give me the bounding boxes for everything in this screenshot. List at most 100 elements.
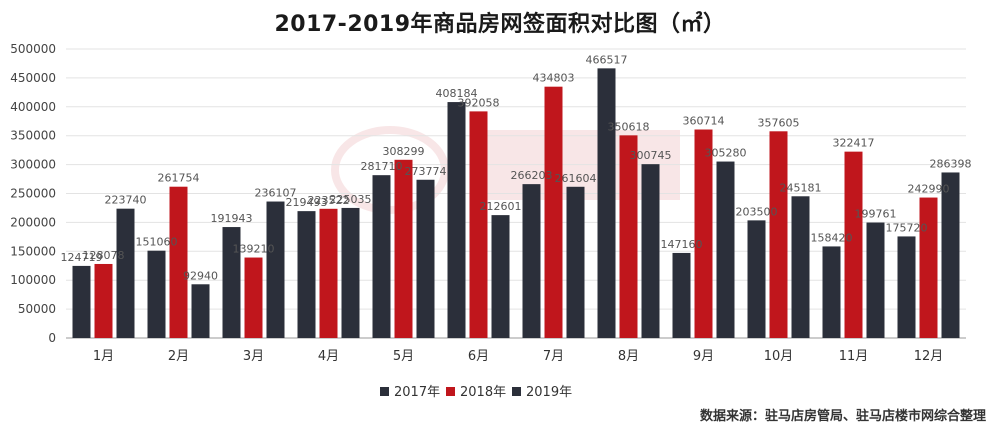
bar-2019年 — [116, 208, 135, 338]
data-label: 92940 — [183, 269, 218, 282]
data-label: 408184 — [436, 87, 478, 100]
x-tick-label: 6月 — [468, 349, 489, 364]
bar-2019年 — [491, 215, 510, 338]
bar-2017年 — [72, 265, 91, 338]
data-label: 151060 — [136, 236, 178, 249]
bar-2017年 — [297, 211, 316, 338]
bar-2018年 — [94, 263, 113, 338]
x-tick-label: 12月 — [914, 349, 944, 364]
data-label: 305280 — [705, 147, 747, 160]
data-label: 223740 — [105, 194, 147, 207]
x-axis-ticks: 1月 2月 3月 4月 5月 6月 7月 8月 9月 10月 11月 12月 — [93, 349, 943, 364]
data-label: 147160 — [661, 238, 703, 251]
data-label: 434803 — [533, 72, 575, 85]
data-label: 261604 — [555, 172, 597, 185]
legend: 2017年 2018年 2019年 — [380, 385, 572, 400]
bar-2017年 — [147, 250, 166, 338]
bar-2017年 — [372, 175, 391, 338]
bar-2018年 — [769, 131, 788, 338]
data-label: 261754 — [158, 172, 200, 185]
x-tick-label: 3月 — [243, 349, 264, 364]
bar-2018年 — [319, 208, 338, 338]
x-tick-label: 1月 — [93, 349, 114, 364]
data-label: 158420 — [811, 231, 853, 244]
data-label: 212601 — [480, 200, 522, 213]
data-label: 124719 — [61, 251, 103, 264]
data-label: 392058 — [458, 96, 500, 109]
data-label: 242990 — [908, 183, 950, 196]
x-tick-label: 8月 — [618, 349, 639, 364]
legend-label: 2017年 — [394, 385, 440, 400]
bar-2018年 — [244, 257, 263, 338]
x-tick-label: 10月 — [764, 349, 794, 364]
data-label: 175720 — [886, 221, 928, 234]
y-tick-label: 150000 — [10, 244, 56, 258]
data-label: 223522 — [308, 194, 350, 207]
y-tick-label: 50000 — [18, 302, 56, 316]
bar-2018年 — [919, 197, 938, 338]
data-label: 191943 — [211, 212, 253, 225]
chart-title: 2017-2019年商品房网签面积对比图（㎡） — [274, 12, 726, 37]
data-label: 203500 — [736, 205, 778, 218]
bar-2019年 — [641, 164, 660, 338]
bar-2017年 — [897, 236, 916, 338]
bar-2018年 — [544, 86, 563, 338]
y-tick-label: 500000 — [10, 42, 56, 56]
bar-2017年 — [597, 68, 616, 338]
bar-2019年 — [716, 161, 735, 338]
data-label: 360714 — [683, 115, 725, 128]
bars — [72, 68, 960, 339]
x-tick-label: 11月 — [839, 349, 869, 364]
data-label: 128078 — [83, 249, 125, 262]
bar-2017年 — [522, 184, 541, 338]
source-note: 数据来源：驻马店房管局、驻马店楼市网综合整理 — [699, 409, 986, 424]
data-label: 281710 — [361, 160, 403, 173]
data-label: 199761 — [855, 208, 897, 221]
bar-2019年 — [566, 186, 585, 338]
bar-2018年 — [394, 159, 413, 338]
bar-2017年 — [222, 227, 241, 338]
x-tick-label: 9月 — [693, 349, 714, 364]
bar-2018年 — [619, 135, 638, 338]
data-label: 219493 — [286, 196, 328, 209]
legend-label: 2019年 — [526, 385, 572, 400]
bar-2018年 — [844, 151, 863, 338]
bar-2018年 — [694, 129, 713, 338]
x-tick-label: 2月 — [168, 349, 189, 364]
data-label: 350618 — [608, 120, 650, 133]
y-tick-label: 300000 — [10, 158, 56, 172]
data-label: 357605 — [758, 116, 800, 129]
data-label: 236107 — [255, 187, 297, 200]
x-tick-label: 5月 — [393, 349, 414, 364]
x-tick-label: 7月 — [543, 349, 564, 364]
gridlines — [66, 48, 966, 339]
bar-2017年 — [747, 220, 766, 338]
y-tick-label: 100000 — [10, 273, 56, 287]
bar-2019年 — [941, 172, 960, 338]
bar-2019年 — [791, 196, 810, 338]
bar-2019年 — [866, 222, 885, 338]
y-axis-ticks: 0 50000 100000 150000 200000 250000 300000 3500… — [10, 42, 56, 345]
legend-swatch — [446, 387, 455, 396]
y-tick-label: 450000 — [10, 71, 56, 85]
data-label: 266203 — [511, 169, 553, 182]
y-tick-label: 250000 — [10, 187, 56, 201]
bar-2018年 — [469, 111, 488, 338]
y-tick-label: 350000 — [10, 129, 56, 143]
data-label: 466517 — [586, 53, 628, 66]
data-label: 300745 — [630, 149, 672, 162]
legend-swatch — [380, 387, 389, 396]
bar-2017年 — [447, 102, 466, 339]
bar-2019年 — [266, 201, 285, 338]
data-label: 308299 — [383, 145, 425, 158]
x-tick-label: 4月 — [318, 349, 339, 364]
data-label: 273774 — [405, 165, 447, 178]
data-label: 225035 — [330, 193, 372, 206]
legend-swatch — [512, 387, 521, 396]
y-tick-label: 200000 — [10, 215, 56, 229]
data-label: 245181 — [780, 181, 822, 194]
y-tick-label: 400000 — [10, 100, 56, 114]
legend-label: 2018年 — [460, 385, 506, 400]
